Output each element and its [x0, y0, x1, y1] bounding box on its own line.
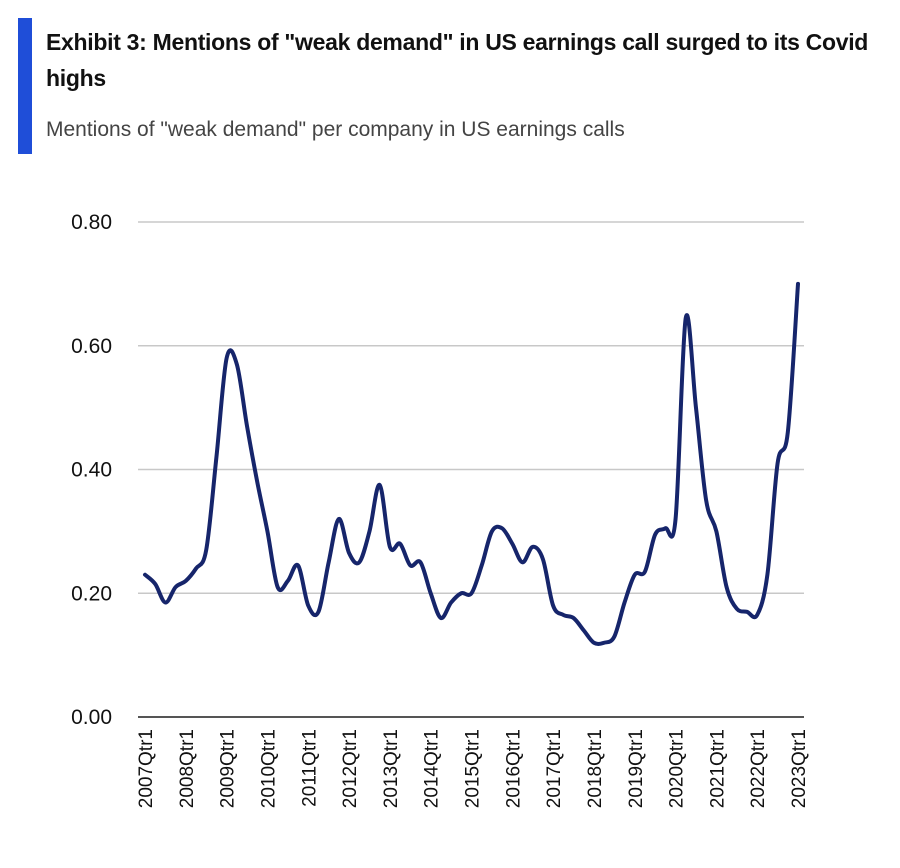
- x-tick-label: 2023Qtr1: [789, 729, 810, 808]
- x-tick-label: 2011Qtr1: [299, 729, 320, 807]
- x-tick-label: 2022Qtr1: [748, 729, 769, 808]
- x-tick-label: 2020Qtr1: [667, 729, 688, 808]
- x-tick-label: 2021Qtr1: [707, 729, 728, 808]
- x-tick-label: 2017Qtr1: [544, 729, 565, 808]
- x-tick-label: 2009Qtr1: [218, 729, 239, 808]
- x-tick-label: 2015Qtr1: [463, 729, 484, 808]
- x-tick-label: 2014Qtr1: [422, 729, 443, 808]
- x-tick-label: 2012Qtr1: [340, 729, 361, 808]
- x-tick-label: 2013Qtr1: [381, 729, 402, 808]
- x-tick-label: 2007Qtr1: [136, 729, 157, 808]
- y-tick-label: 0.00: [71, 706, 112, 729]
- x-tick-label: 2018Qtr1: [585, 729, 606, 808]
- data-line: [143, 281, 800, 646]
- chart-subtitle: Mentions of "weak demand" per company in…: [46, 118, 625, 141]
- x-tick-label: 2016Qtr1: [503, 729, 524, 808]
- x-tick-label: 2008Qtr1: [177, 729, 198, 808]
- x-tick-label: 2010Qtr1: [258, 729, 279, 808]
- chart-title: Exhibit 3: Mentions of "weak demand" in …: [46, 29, 869, 91]
- y-tick-label: 0.60: [71, 335, 112, 358]
- y-tick-label: 0.20: [71, 582, 112, 605]
- x-tick-label: 2019Qtr1: [626, 729, 647, 808]
- y-tick-label: 0.80: [71, 211, 112, 234]
- accent-bar: [18, 18, 32, 154]
- y-tick-label: 0.40: [71, 459, 112, 482]
